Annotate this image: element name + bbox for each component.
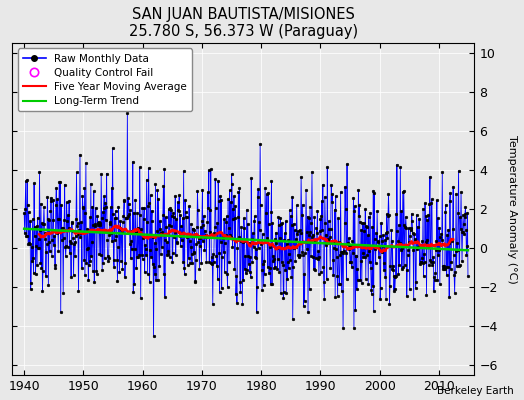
Y-axis label: Temperature Anomaly (°C): Temperature Anomaly (°C) [507,135,517,284]
Text: Berkeley Earth: Berkeley Earth [437,386,514,396]
Legend: Raw Monthly Data, Quality Control Fail, Five Year Moving Average, Long-Term Tren: Raw Monthly Data, Quality Control Fail, … [17,48,192,112]
Title: SAN JUAN BAUTISTA/MISIONES
25.780 S, 56.373 W (Paraguay): SAN JUAN BAUTISTA/MISIONES 25.780 S, 56.… [129,7,358,39]
